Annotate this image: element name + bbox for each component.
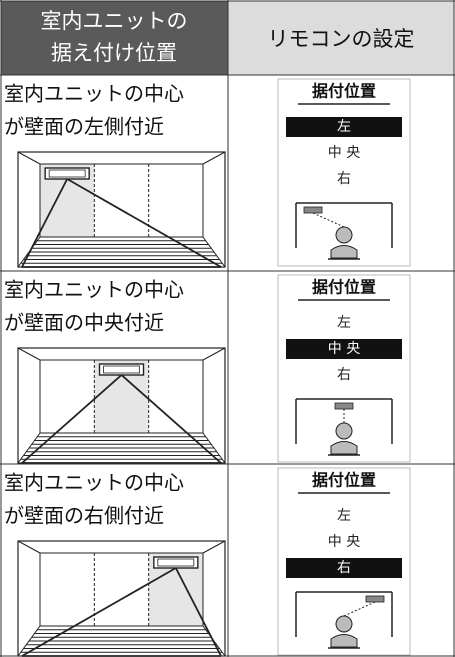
remote-option: 中 央 bbox=[328, 534, 360, 550]
remote-option: 右 bbox=[337, 560, 351, 576]
remote-title: 据付位置 bbox=[312, 278, 376, 297]
remote-unit-icon bbox=[303, 206, 323, 214]
line bbox=[175, 567, 222, 657]
header-cell-2 bbox=[228, 1, 454, 75]
person-head bbox=[335, 615, 353, 633]
line bbox=[120, 374, 222, 464]
line bbox=[202, 151, 226, 165]
option-highlight bbox=[286, 339, 402, 359]
row-text: 室内ユニットの中心 bbox=[4, 278, 184, 302]
remote-option: 中 央 bbox=[328, 145, 360, 161]
remote-title: 据付位置 bbox=[312, 82, 376, 101]
header-text: 据え付け位置 bbox=[51, 41, 177, 65]
line bbox=[312, 212, 345, 228]
room-inner bbox=[39, 163, 204, 238]
header-text: 室内ユニットの bbox=[41, 9, 188, 33]
line bbox=[66, 178, 222, 268]
line bbox=[17, 151, 41, 165]
person-head bbox=[335, 226, 353, 244]
person-head bbox=[335, 422, 353, 440]
remote-option: 左 bbox=[337, 119, 351, 135]
line bbox=[343, 601, 376, 617]
option-highlight bbox=[286, 558, 402, 578]
room-inner bbox=[39, 552, 204, 627]
remote-option: 右 bbox=[337, 171, 351, 187]
remote-option: 左 bbox=[337, 508, 351, 524]
line bbox=[21, 178, 68, 268]
indoor-unit-inner bbox=[157, 558, 195, 567]
line bbox=[202, 347, 226, 361]
row-text: が壁面の左側付近 bbox=[4, 115, 164, 139]
line bbox=[17, 347, 41, 361]
row-text: 室内ユニットの中心 bbox=[4, 471, 184, 495]
person-body bbox=[330, 634, 358, 648]
indoor-unit-inner bbox=[48, 169, 86, 178]
remote-unit-icon bbox=[365, 595, 385, 603]
person-body bbox=[330, 441, 358, 455]
person-body bbox=[330, 245, 358, 259]
option-highlight bbox=[286, 117, 402, 137]
line bbox=[17, 540, 41, 554]
line bbox=[21, 567, 177, 657]
remote-option: 左 bbox=[337, 315, 351, 331]
header-text: リモコンの設定 bbox=[268, 27, 415, 51]
room-inner bbox=[39, 359, 204, 434]
header-cell-1 bbox=[1, 1, 228, 75]
remote-title: 据付位置 bbox=[312, 471, 376, 490]
line bbox=[202, 540, 226, 554]
row-text: が壁面の中央付近 bbox=[4, 311, 164, 335]
remote-option: 中 央 bbox=[328, 341, 360, 357]
line bbox=[21, 374, 123, 464]
row-text: 室内ユニットの中心 bbox=[4, 82, 184, 106]
indoor-unit-inner bbox=[103, 365, 140, 374]
remote-unit-icon bbox=[334, 402, 354, 410]
remote-option: 右 bbox=[337, 367, 351, 383]
row-text: が壁面の右側付近 bbox=[4, 504, 164, 528]
